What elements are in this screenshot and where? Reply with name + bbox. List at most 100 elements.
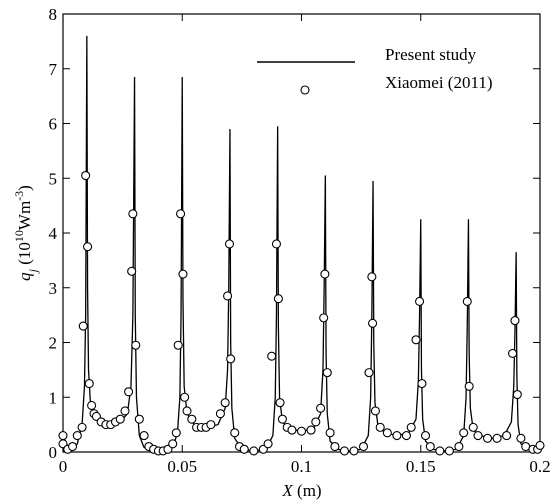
data-marker [263,439,273,449]
data-marker [508,348,518,359]
data-marker [287,425,297,435]
data-marker [249,446,259,456]
legend-marker [300,85,310,95]
data-marker [67,441,78,452]
y-tick-label: 5 [49,169,58,188]
data-marker [510,316,520,326]
data-marker [382,428,392,438]
data-marker [87,400,97,411]
y-tick-label: 7 [49,60,58,79]
data-marker [178,269,188,279]
data-marker [406,422,416,432]
data-marker [502,431,512,441]
y-tick-label: 3 [49,279,58,298]
data-marker [206,420,216,430]
x-tick-label: 0.2 [529,457,550,476]
data-marker [230,428,240,438]
data-marker [182,406,192,416]
data-marker [81,170,91,181]
data-marker [176,209,186,219]
data-marker [271,239,282,249]
data-marker [368,318,378,328]
data-marker [375,422,385,432]
data-marker [462,296,472,306]
data-marker [296,426,307,436]
x-tick-label: 0.05 [167,457,197,476]
x-axis-label: X (m) [281,481,321,500]
data-marker [330,441,340,452]
data-marker [220,398,230,408]
legend-label: Xiaomei (2011) [385,73,492,92]
data-marker [77,422,87,432]
data-marker [459,428,469,438]
legend-label: Present study [385,45,477,64]
data-marker [84,379,94,389]
data-marker [512,389,522,400]
data-marker [464,381,474,391]
data-marker [311,417,321,427]
data-marker [83,242,93,252]
data-marker [139,431,149,441]
data-marker [392,431,402,441]
data-marker [127,266,137,276]
data-marker [168,439,178,449]
data-marker [417,379,427,389]
data-marker [124,387,134,397]
data-marker [339,446,349,456]
data-marker [267,351,277,361]
data-marker [322,368,332,378]
data-marker [120,406,130,416]
data-marker [226,354,236,364]
data-marker [134,414,144,424]
data-marker [239,444,249,454]
data-marker [277,414,287,424]
y-tick-label: 0 [49,443,58,462]
y-tick-label: 4 [49,224,58,243]
data-marker [187,414,197,424]
data-marker [72,431,82,441]
data-marker [306,425,316,435]
data-marker [492,433,502,443]
data-marker [171,428,181,438]
data-marker [411,335,421,345]
data-marker [367,272,377,282]
data-marker [223,291,233,301]
data-marker [349,446,359,456]
data-marker [115,414,125,424]
data-marker [482,433,493,443]
data-marker [180,392,190,402]
data-marker [420,431,431,441]
y-tick-label: 1 [49,388,58,407]
data-marker [468,422,478,432]
x-tick-label: 0.1 [291,457,312,476]
data-marker [370,406,380,416]
data-marker [275,398,285,408]
data-marker [319,313,329,323]
y-tick-label: 8 [49,5,58,24]
y-tick-label: 6 [49,115,58,134]
data-marker [444,446,454,456]
data-marker [78,321,88,331]
data-marker [425,441,435,452]
data-marker [473,431,483,441]
data-marker [435,446,445,456]
data-marker [325,428,335,438]
data-marker [454,441,464,452]
x-tick-label: 0.15 [406,457,436,476]
data-marker [364,368,374,378]
data-marker [535,440,545,450]
y-tick-label: 2 [49,334,58,353]
data-marker [224,239,235,249]
data-marker [173,340,183,350]
y-axis-label: qj (1010Wm-3) [12,185,40,281]
data-marker [273,294,283,304]
x-tick-label: 0 [59,457,68,476]
data-marker [320,269,330,279]
data-marker [316,403,326,413]
data-marker [516,433,526,443]
data-marker [128,209,138,219]
data-marker [58,431,68,441]
data-marker [401,431,411,441]
data-marker [415,296,425,306]
